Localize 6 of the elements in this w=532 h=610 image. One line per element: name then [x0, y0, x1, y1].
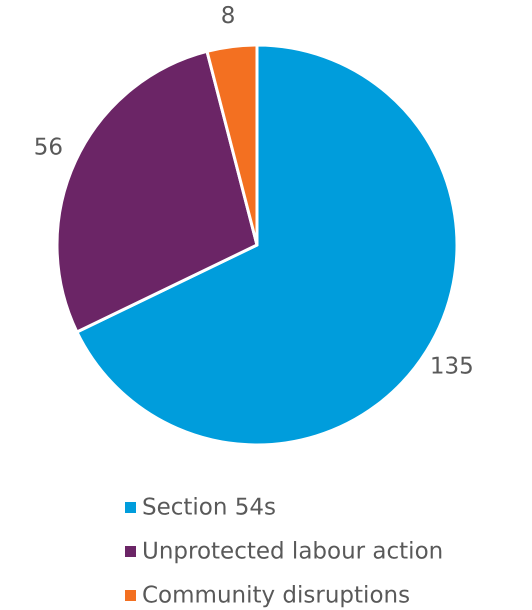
legend-label: Community disruptions: [142, 582, 410, 608]
legend-label: Unprotected labour action: [142, 538, 444, 564]
data-label: 56: [34, 134, 63, 161]
data-label: 135: [430, 354, 474, 380]
data-label: 8: [220, 3, 236, 30]
legend-label: Section 54s: [142, 494, 276, 520]
